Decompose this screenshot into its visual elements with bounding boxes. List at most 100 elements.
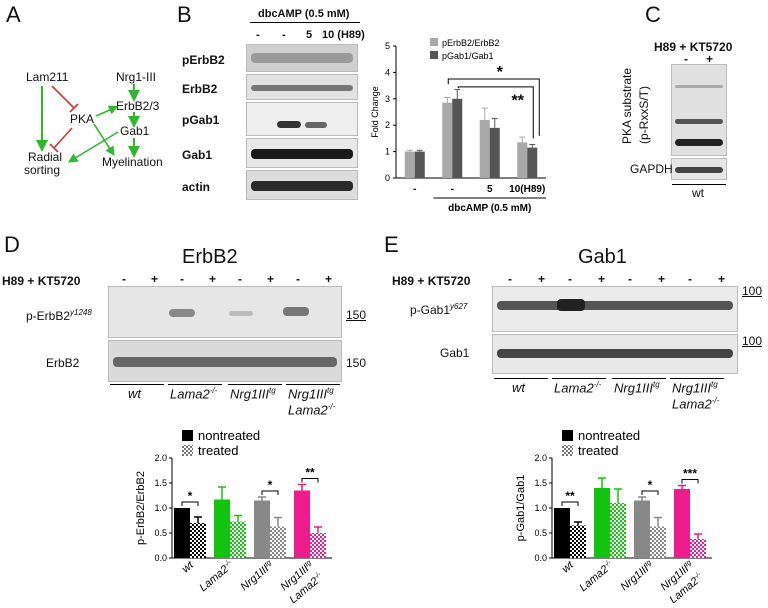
panel-label-d: D: [4, 232, 20, 257]
e-title: Gab1: [578, 246, 627, 268]
d-genotype-line-2: [168, 384, 222, 385]
d-bar-treated: [270, 526, 286, 558]
b-blot-perbb2: [246, 44, 358, 72]
d-sig-label: **: [305, 466, 315, 480]
panel-label-c: C: [645, 2, 661, 27]
e-lane-2: +: [538, 272, 546, 286]
node-nrg1: Nrg1-III: [116, 70, 157, 84]
d-genotype-4: Nrg1IIItg: [288, 386, 334, 402]
d-lane-6: +: [267, 272, 275, 286]
d-treat-label: H89 + KT5720: [2, 274, 81, 288]
d-xtick-label: Lama2-/-: [197, 559, 236, 594]
d-lane-8: +: [325, 272, 333, 286]
e-ytick-label: 2.0: [534, 453, 547, 463]
d-bar-nontreated: [174, 508, 190, 558]
b-ytick-label: 5: [385, 41, 390, 51]
e-genotype-line-3: [612, 378, 666, 379]
node-erbb23: ErbB2/3: [116, 99, 160, 113]
b-lane-2: -: [282, 29, 286, 41]
c-genotype-line: [672, 184, 726, 185]
b-blot-label-erbb2: ErbB2: [182, 82, 218, 96]
d-bar-treated: [310, 533, 326, 558]
d-genotype-line-4: [286, 384, 340, 385]
e-sig-label: **: [565, 489, 575, 503]
e-genotype-3: Nrg1IIItg: [614, 380, 660, 396]
e-blot-gab1: [492, 334, 738, 374]
e-legend-swatch-nontreated: [562, 430, 573, 441]
d-legend-swatch-nontreated: [182, 430, 193, 441]
d-sig-bracket: [261, 490, 279, 495]
d-lane-4: +: [209, 272, 217, 286]
e-genotype-1: wt: [512, 380, 525, 395]
e-ytick-label: 0.5: [534, 528, 547, 538]
e-xtick-label: wt: [560, 558, 577, 575]
b-ylabel: Fold Change: [370, 86, 380, 138]
e-sig-bracket: [561, 501, 579, 506]
e-lane-6: +: [658, 272, 666, 286]
d-genotype-4-line2: Lama2-/-: [288, 402, 336, 418]
c-ylabel-1: PKA substrate: [620, 67, 634, 144]
node-pka: PKA: [70, 112, 95, 126]
c-lane-2: +: [706, 52, 714, 66]
b-ytick-label: 3: [385, 94, 390, 104]
d-genotype-1: wt: [128, 386, 141, 401]
b-ytick-label: 1: [385, 147, 390, 157]
e-genotype-line-4: [670, 378, 724, 379]
c-lane-1: -: [684, 52, 688, 66]
d-ylabel: p-ErbB2/ErbB2: [135, 471, 147, 545]
b-xtick-label: 5: [487, 184, 493, 195]
panel-label-e: E: [384, 232, 399, 257]
d-bar-nontreated: [294, 490, 310, 558]
e-sig-bracket: [681, 479, 699, 484]
b-bar: [452, 98, 463, 178]
b-blot-gab1: [246, 138, 358, 168]
b-bar: [414, 151, 425, 178]
e-bar-nontreated: [594, 488, 610, 558]
b-lane-4: 10 (H89): [322, 29, 365, 41]
e-mw-2: 100: [742, 334, 763, 348]
e-ytick-label: 1.5: [534, 478, 547, 488]
node-myelination: Myelination: [102, 155, 163, 169]
d-ytick-label: 1.0: [154, 503, 167, 513]
b-blot-label-pgab1: pGab1: [182, 113, 220, 127]
e-bar-treated: [610, 503, 626, 558]
node-radial-2: sorting: [24, 163, 61, 177]
b-sig-2: **: [512, 92, 525, 109]
d-genotype-2: Lama2-/-: [170, 386, 218, 402]
e-genotype-4-line2: Lama2-/-: [672, 396, 720, 412]
b-ytick-label: 2: [385, 120, 390, 130]
d-genotype-3: Nrg1IIItg: [230, 386, 276, 402]
d-lane-1: -: [122, 272, 126, 286]
d-blot-perbb2: [108, 286, 342, 338]
e-bar-treated: [570, 525, 586, 558]
c-genotype: wt: [692, 186, 704, 200]
b-bar: [517, 142, 528, 178]
c-gapdh-label: GAPDH: [630, 162, 673, 176]
b-blot-label-perbb2: pErbB2: [182, 53, 225, 67]
d-bar-treated: [190, 523, 206, 558]
d-sig-label: *: [268, 478, 273, 492]
node-radial-1: Radial: [28, 150, 63, 164]
b-lane-1: -: [256, 29, 260, 41]
e-sig-label: *: [648, 478, 653, 492]
e-ylabel: p-Gab1/Gab1: [515, 475, 527, 542]
d-sig-bracket: [181, 501, 199, 506]
e-legend-swatch-treated: [562, 445, 573, 456]
d-xtick-label: wt: [180, 558, 197, 575]
d-ytick-label: 1.5: [154, 478, 167, 488]
b-bar: [442, 102, 453, 178]
e-bar-nontreated: [554, 508, 570, 558]
e-bar-treated: [690, 539, 706, 558]
b-xlabel: dbcAMP (0.5 mM): [448, 203, 531, 214]
e-lane-5: -: [628, 272, 632, 286]
d-sig-bracket: [301, 478, 319, 483]
e-blot1-name: p-Gab1: [410, 303, 451, 317]
d-bar-nontreated: [254, 500, 270, 558]
b-sig-bracket-2: [457, 86, 534, 139]
e-xtick-label: Nrg1IIItg: [618, 559, 656, 593]
e-ytick-label: 0.0: [534, 553, 547, 563]
b-legend-swatch: [430, 38, 438, 46]
